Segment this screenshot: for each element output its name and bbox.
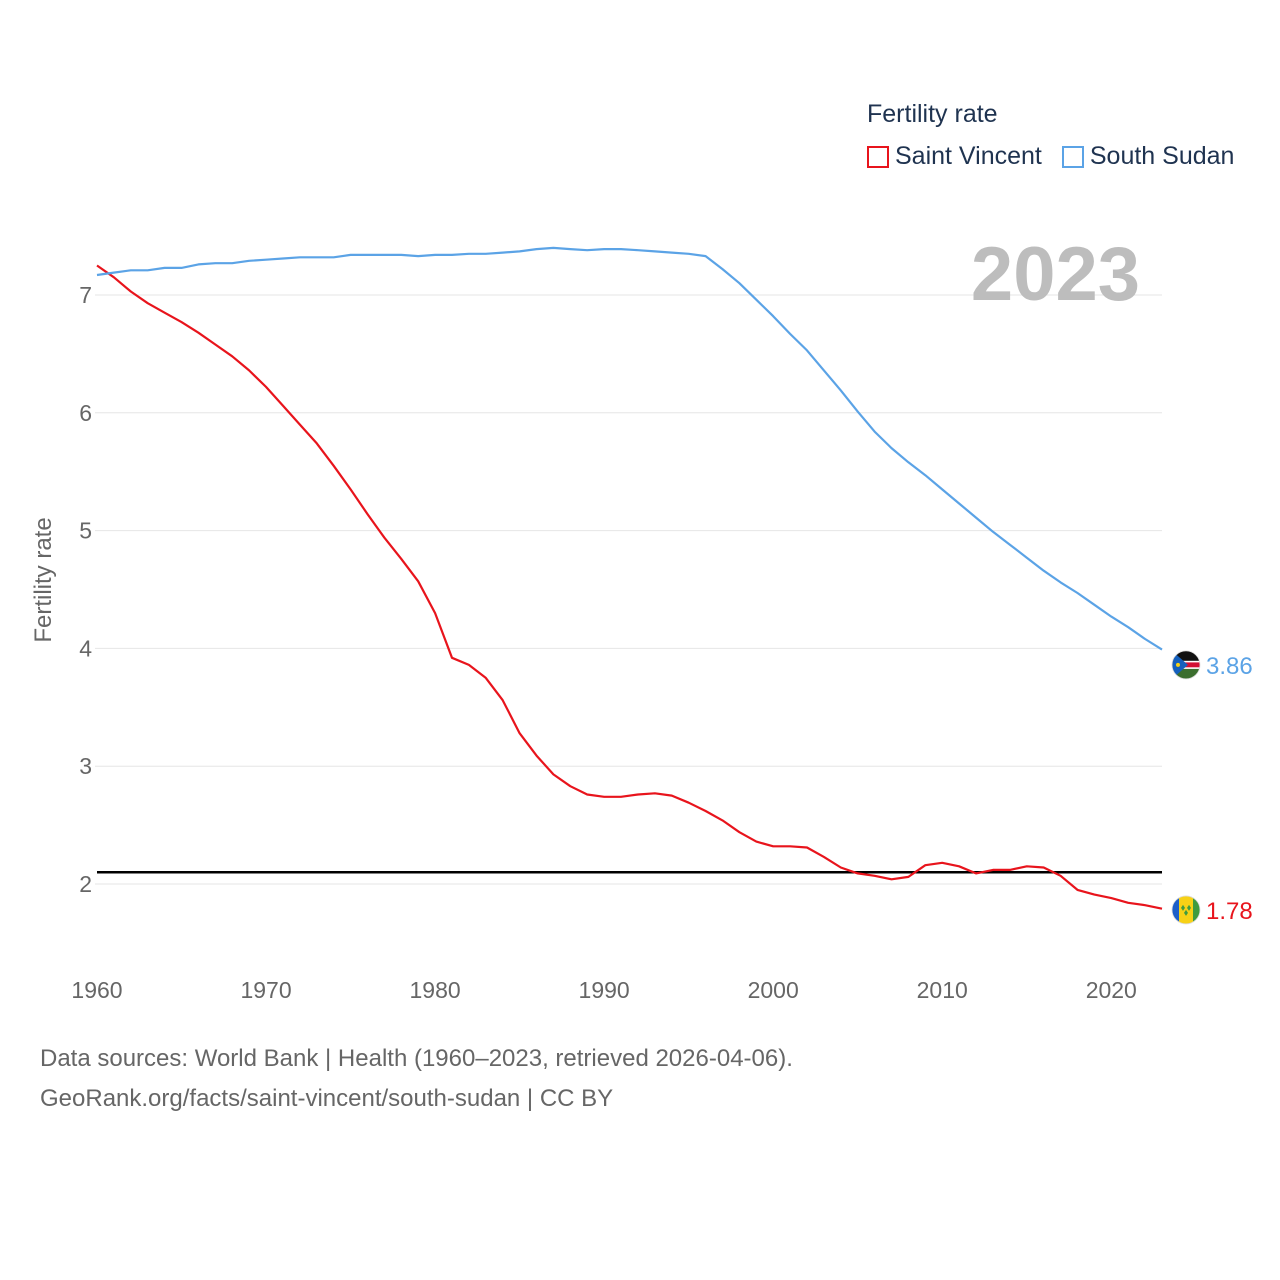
y-tick-label-5: 5 <box>79 518 92 544</box>
legend-label-saint-vincent: Saint Vincent <box>895 142 1042 170</box>
y-axis-ticks: 2 3 4 5 6 7 <box>79 282 92 897</box>
x-tick-label-2010: 2010 <box>917 977 968 1003</box>
saint-vincent-flag-icon <box>1172 895 1200 924</box>
x-axis-ticks: 1960 1970 1980 1990 2000 2010 2020 <box>71 977 1136 1003</box>
year-label: 2023 <box>971 232 1140 317</box>
y-axis-label: Fertility rate <box>30 517 57 642</box>
x-tick-label-1960: 1960 <box>71 977 122 1003</box>
flag-outline-saint-vincent <box>1171 895 1201 925</box>
gridlines <box>95 294 1162 885</box>
footer-sources: Data sources: World Bank | Health (1960–… <box>40 1045 793 1072</box>
series-lines <box>96 246 1163 910</box>
end-value-label-saint-vincent: 1.78 <box>1206 898 1253 925</box>
series-line-south-sudan <box>96 246 1163 651</box>
legend: Saint Vincent South Sudan <box>867 142 1254 171</box>
series-line-saint-vincent <box>96 264 1163 910</box>
x-tick-label-2000: 2000 <box>748 977 799 1003</box>
x-tick-label-1970: 1970 <box>240 977 291 1003</box>
footer-link[interactable]: GeoRank.org/facts/saint-vincent/south-su… <box>40 1085 614 1112</box>
x-tick-label-1980: 1980 <box>410 977 461 1003</box>
legend-item-saint-vincent[interactable]: Saint Vincent <box>867 142 1042 171</box>
legend-item-south-sudan[interactable]: South Sudan <box>1061 142 1235 171</box>
x-tick-label-2020: 2020 <box>1086 977 1137 1003</box>
south-sudan-flag-icon <box>1172 650 1200 679</box>
legend-label-south-sudan: South Sudan <box>1089 142 1235 170</box>
y-tick-label-6: 6 <box>79 400 92 426</box>
end-value-label-south-sudan: 3.86 <box>1206 653 1253 680</box>
legend-title: Fertility rate <box>867 100 998 128</box>
x-tick-label-1990: 1990 <box>579 977 630 1003</box>
legend-swatch-south-sudan <box>1061 145 1084 168</box>
end-markers: 1.78 3.86 <box>1171 650 1253 925</box>
legend-swatch-saint-vincent <box>867 145 889 168</box>
y-tick-label-4: 4 <box>79 635 92 661</box>
flag-outline-south-sudan <box>1171 650 1201 680</box>
y-tick-label-7: 7 <box>79 282 92 308</box>
y-tick-label-2: 2 <box>79 871 92 897</box>
y-tick-label-3: 3 <box>79 753 92 779</box>
